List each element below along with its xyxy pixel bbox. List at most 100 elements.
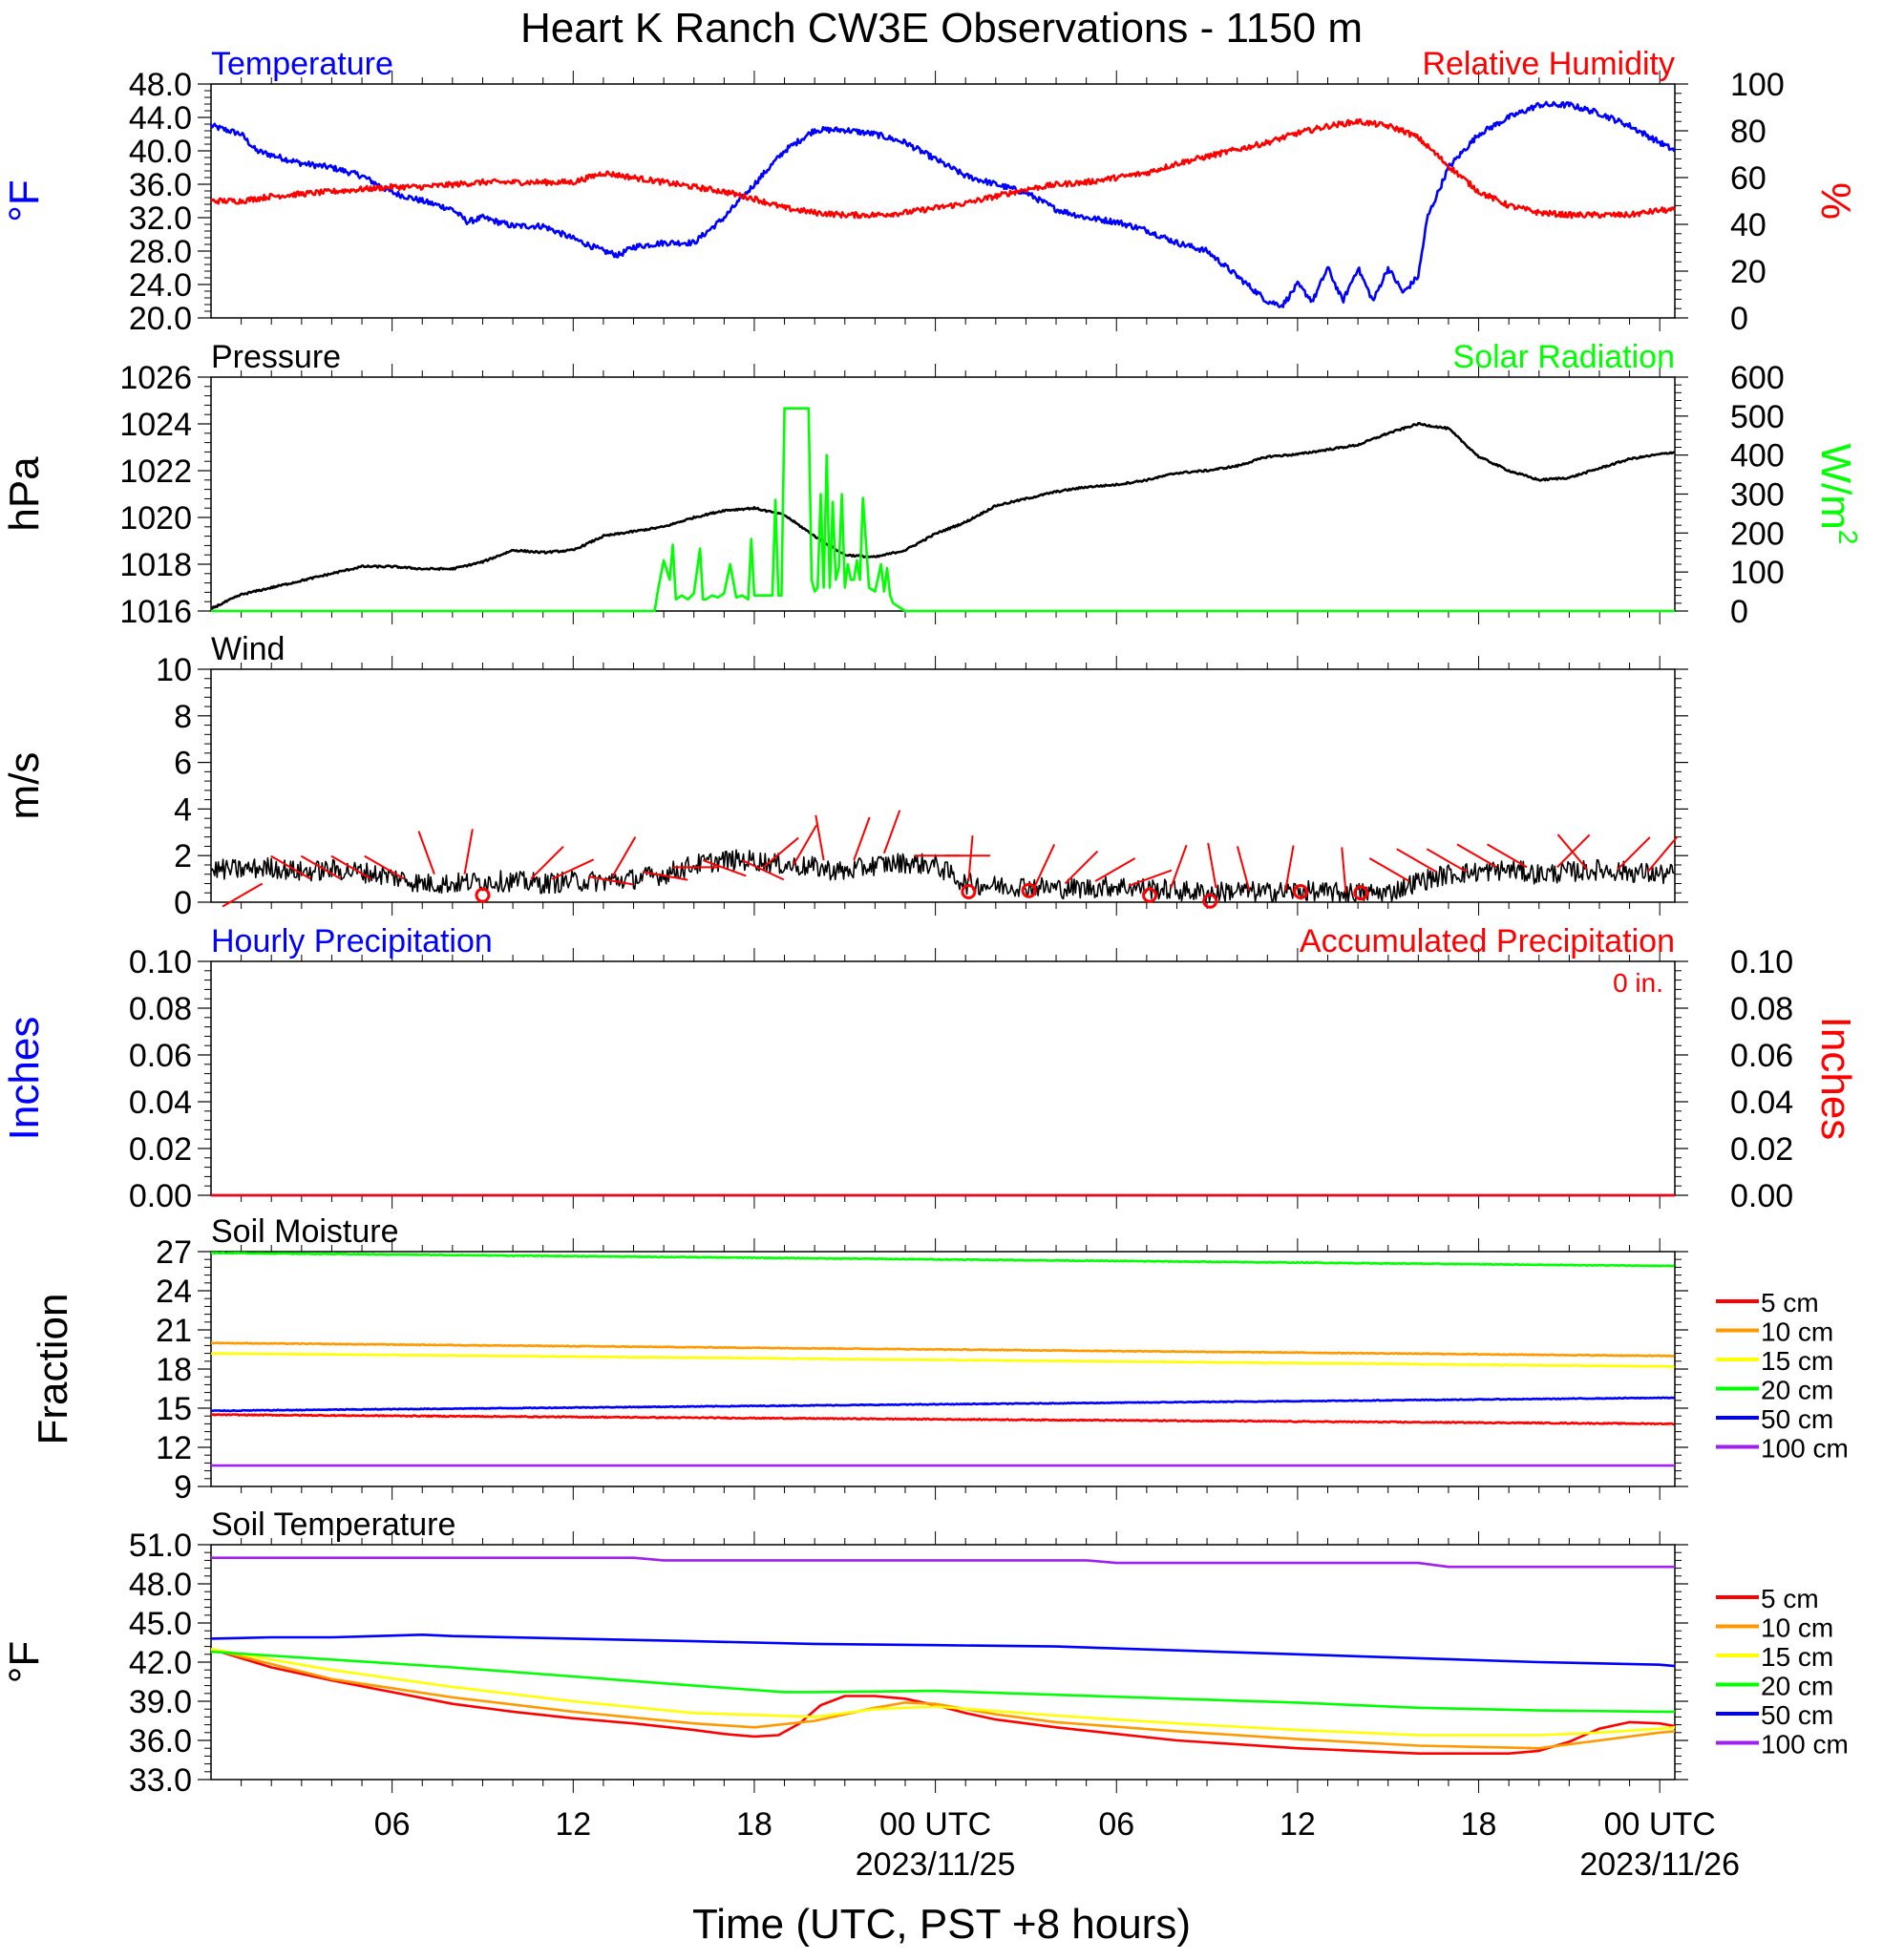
left-tick-label: 1020	[119, 500, 192, 537]
x-tick-label: 18	[736, 1806, 772, 1843]
series-line-10-cm	[210, 1648, 1676, 1750]
right-tick-label: 200	[1730, 516, 1785, 552]
series-line-15-cm	[210, 1352, 1675, 1368]
left-tick-label: 32.0	[129, 200, 192, 237]
series-line-10-cm	[211, 1341, 1675, 1358]
right-tick-label: 100	[1730, 67, 1785, 103]
left-tick-label: 48.0	[129, 1567, 192, 1603]
wind-barb	[1207, 842, 1217, 889]
wind-barb	[1094, 857, 1136, 882]
wind-barb	[793, 824, 817, 866]
series-line-1	[211, 407, 1675, 613]
plot-frame	[210, 1544, 1676, 1781]
wind-barb	[330, 854, 372, 880]
wind-barb	[222, 882, 264, 908]
series-line-1	[210, 117, 1676, 220]
panel-title-left: Wind	[211, 631, 285, 667]
series-line-20-cm	[210, 1650, 1675, 1714]
wind-barb	[1284, 845, 1295, 891]
wind-barb	[1033, 843, 1056, 887]
right-tick-label: 0.10	[1730, 944, 1793, 980]
calm-wind-marker	[1142, 887, 1158, 903]
right-tick-label: 60	[1730, 160, 1767, 197]
left-tick-label: 44.0	[129, 100, 192, 137]
plot-frame	[210, 1251, 1676, 1487]
right-axis-label-superscript: 2	[1833, 530, 1863, 545]
legend-item: 10 cm	[1716, 1613, 1833, 1643]
panel-title-left: Pressure	[211, 339, 341, 375]
series-line-50-cm	[210, 1633, 1676, 1668]
x-tick-date-label: 2023/11/25	[856, 1846, 1016, 1883]
wind-barb	[1236, 846, 1251, 892]
left-tick-label: 40.0	[129, 134, 192, 170]
left-tick-label: 1024	[119, 407, 192, 443]
wind-barb	[762, 836, 799, 869]
wind-barb	[815, 814, 825, 861]
right-tick-label: 0.02	[1730, 1131, 1793, 1168]
wind-barb	[300, 854, 342, 880]
legend-item: 100 cm	[1716, 1434, 1849, 1464]
wind-barb	[1396, 848, 1437, 874]
wind-barb	[611, 836, 637, 877]
legend-item: 100 cm	[1716, 1730, 1849, 1760]
right-tick-label: 400	[1730, 438, 1785, 474]
left-tick-label: 0.04	[129, 1085, 192, 1121]
left-tick-label: 45.0	[129, 1606, 192, 1642]
panels: 20.024.028.032.036.040.044.048.002040608…	[1, 46, 1863, 1799]
panel-title-left: Soil Moisture	[211, 1213, 399, 1250]
left-tick-label: 0.10	[129, 944, 192, 980]
wind-barb	[1426, 848, 1468, 874]
wind-barb	[1368, 857, 1410, 882]
legend-label: 100 cm	[1761, 1730, 1849, 1760]
x-tick-label: 00 UTC	[1604, 1806, 1716, 1843]
wind-barb	[463, 829, 474, 875]
right-axis-label: Inches	[1812, 1017, 1859, 1141]
legend-item: 5 cm	[1716, 1584, 1819, 1613]
legend-label: 10 cm	[1761, 1613, 1833, 1643]
wind-barb	[417, 831, 435, 875]
right-tick-label: 40	[1730, 207, 1767, 243]
left-tick-label: 24	[156, 1274, 192, 1310]
left-tick-label: 18	[156, 1352, 192, 1388]
left-tick-label: 4	[174, 791, 192, 828]
legend-item: 15 cm	[1716, 1642, 1833, 1672]
panel-title-left: Temperature	[211, 46, 393, 82]
legend-item: 20 cm	[1716, 1376, 1833, 1405]
legend-label: 50 cm	[1761, 1700, 1833, 1730]
wind-barb	[642, 871, 688, 881]
wind-barb	[1487, 843, 1528, 869]
right-tick-label: 0.06	[1730, 1038, 1793, 1074]
series-line-0	[209, 100, 1676, 308]
x-axis-label: Time (UTC, PST +8 hours)	[692, 1901, 1191, 1948]
legend-item: 50 cm	[1716, 1700, 1833, 1730]
panel-wind: 0 2 4 6 8 10 Wind m/s	[1, 631, 1688, 921]
calm-wind-marker	[1202, 893, 1218, 909]
right-tick-label: 300	[1730, 477, 1785, 514]
left-tick-label: 21	[156, 1313, 192, 1349]
wind-barb	[587, 875, 634, 886]
x-tick-date-label: 2023/11/26	[1579, 1846, 1740, 1883]
plot-frame	[210, 960, 1676, 1196]
wind-barb	[270, 854, 311, 880]
left-tick-label: 20.0	[129, 301, 192, 337]
left-tick-label: 15	[156, 1391, 192, 1427]
legend-label: 5 cm	[1761, 1584, 1819, 1613]
series-line-0	[210, 421, 1676, 610]
right-tick-label: 0	[1730, 594, 1748, 630]
left-axis-label: °F	[1, 1641, 48, 1683]
wind-barb	[1341, 847, 1347, 894]
left-tick-label: 33.0	[129, 1762, 192, 1799]
wind-barb	[551, 858, 595, 880]
left-axis-label: m/s	[1, 752, 48, 820]
left-tick-label: 0.06	[129, 1038, 192, 1074]
right-tick-label: 100	[1730, 555, 1785, 591]
left-tick-label: 48.0	[129, 67, 192, 103]
left-tick-label: 8	[174, 699, 192, 735]
calm-wind-marker	[1021, 882, 1037, 898]
x-tick-label: 12	[555, 1806, 591, 1843]
x-tick-label: 06	[1098, 1806, 1134, 1843]
legend-label: 100 cm	[1761, 1434, 1849, 1464]
right-tick-label: 80	[1730, 114, 1767, 150]
